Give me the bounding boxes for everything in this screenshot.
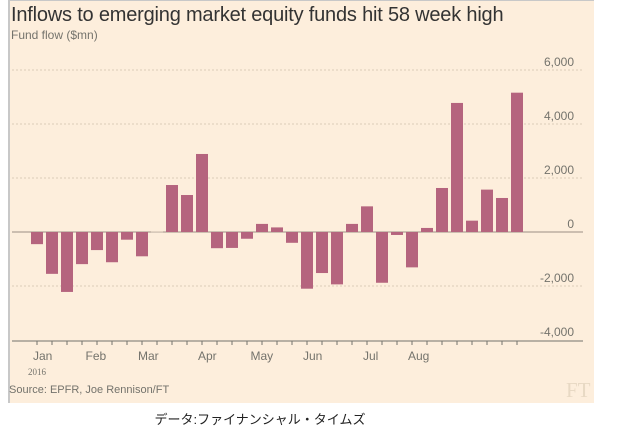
bar — [511, 92, 523, 233]
bar — [271, 227, 283, 232]
bar — [436, 187, 448, 232]
year-label: 2016 — [28, 367, 47, 377]
bar — [346, 223, 358, 232]
bar — [31, 232, 43, 245]
bar — [421, 227, 433, 232]
x-tick-label: Apr — [198, 349, 217, 363]
bar — [256, 223, 268, 232]
bar-chart: 6,000 4,000 2,000 0 -2,000 -4,000 Jan Feb Mar Ap… — [12, 55, 583, 377]
bar — [301, 232, 313, 289]
source-note: Source: EPFR, Joe Rennison/FT — [9, 384, 170, 396]
gridlines — [12, 69, 583, 287]
bar — [211, 232, 223, 249]
bar — [91, 232, 103, 251]
y-tick-label: 2,000 — [544, 163, 574, 177]
y-axis-labels: 6,000 4,000 2,000 0 -2,000 -4,000 — [540, 55, 574, 339]
y-tick-label: 4,000 — [544, 109, 574, 123]
bar — [106, 232, 118, 263]
bar — [496, 197, 508, 232]
bar — [166, 185, 178, 232]
y-tick-label: 0 — [567, 217, 574, 231]
bar — [331, 232, 343, 285]
bar — [451, 102, 463, 232]
bar — [316, 232, 328, 274]
x-tick-label: Feb — [86, 349, 107, 363]
x-tick-label: Jun — [303, 349, 322, 363]
x-axis-labels: Jan Feb Mar Apr May Jun Jul Aug 2016 — [28, 349, 429, 377]
bar — [181, 195, 193, 232]
bar — [136, 232, 148, 257]
bar — [121, 232, 133, 240]
ft-logo: FT — [566, 378, 591, 402]
bar — [226, 232, 238, 248]
bar — [286, 232, 298, 243]
y-tick-label: 6,000 — [544, 55, 574, 69]
bar — [241, 232, 253, 239]
bar — [406, 232, 418, 268]
bar — [481, 189, 493, 232]
x-axis — [12, 340, 583, 345]
x-tick-label: Mar — [138, 349, 159, 363]
x-tick-label: Jul — [363, 349, 378, 363]
bar — [76, 232, 88, 265]
bar — [361, 206, 373, 232]
bar — [466, 220, 478, 232]
bar — [196, 153, 208, 232]
bar — [61, 232, 73, 292]
x-tick-label: Aug — [408, 349, 429, 363]
y-tick-label: -4,000 — [540, 325, 574, 339]
chart-title: Inflows to emerging market equity funds … — [11, 4, 504, 26]
y-tick-label: -2,000 — [540, 271, 574, 285]
bars — [31, 92, 523, 292]
chart-subtitle: Fund flow ($mn) — [11, 28, 98, 42]
bar — [151, 231, 163, 233]
bar — [376, 232, 388, 283]
bar — [391, 232, 403, 235]
x-tick-label: Jan — [33, 349, 52, 363]
caption: データ:ファイナンシャル・タイムズ — [154, 412, 366, 427]
x-tick-label: May — [251, 349, 274, 363]
bar — [46, 232, 58, 274]
